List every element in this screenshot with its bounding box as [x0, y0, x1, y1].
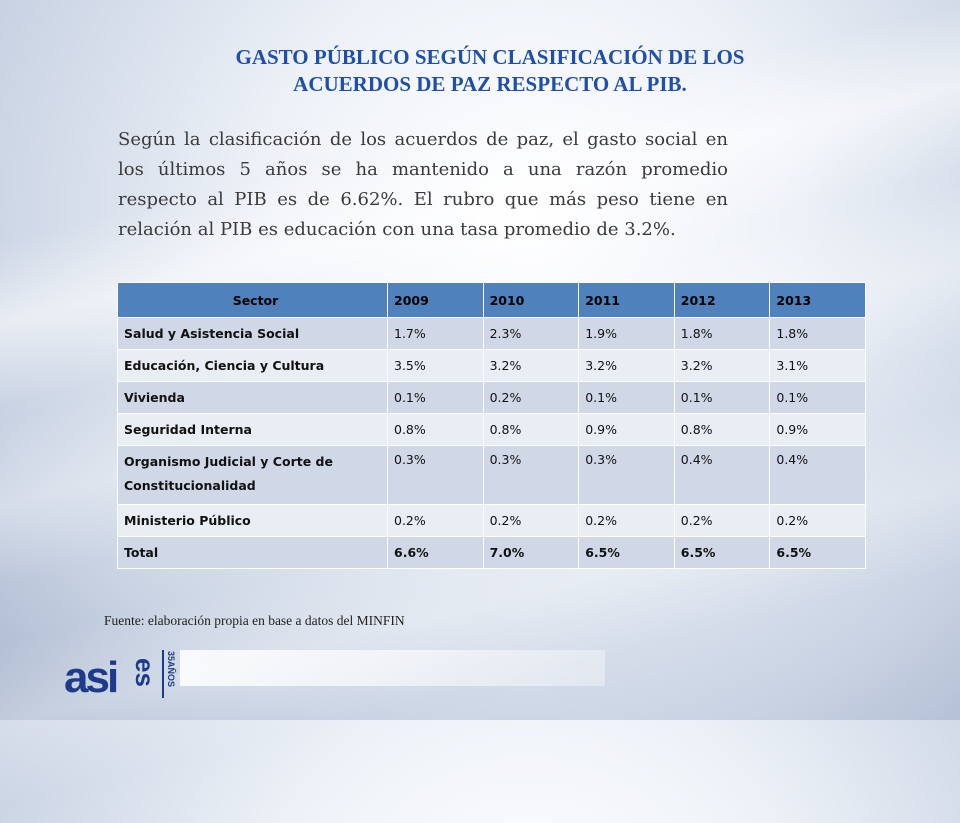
table-cell: 1.9% [578, 317, 675, 350]
svg-text:es: es [130, 658, 160, 687]
slide-title-line-1: GASTO PÚBLICO SEGÚN CLASIFICACIÓN DE LOS [235, 45, 745, 69]
table-cell: 0.1% [387, 381, 484, 414]
table-cell: 0.2% [769, 504, 866, 537]
header-2010: 2010 [482, 282, 580, 318]
row-label: Seguridad Interna [117, 413, 388, 446]
table-cell: 0.1% [769, 381, 866, 414]
table-row: Organismo Judicial y Corte de Constituci… [117, 445, 866, 505]
table-cell: 0.2% [482, 504, 580, 537]
header-2013: 2013 [769, 282, 866, 318]
table-row: Seguridad Interna 0.8% 0.8% 0.9% 0.8% 0.… [117, 413, 866, 446]
row-label: Salud y Asistencia Social [117, 317, 388, 350]
row-label: Total [117, 536, 388, 569]
table-header-row: Sector 2009 2010 2011 2012 2013 [117, 282, 866, 318]
table-cell: 0.2% [673, 504, 771, 537]
header-2011: 2011 [578, 282, 675, 318]
table-cell: 0.9% [578, 413, 675, 446]
table-cell: 1.8% [673, 317, 771, 350]
table-cell: 0.3% [482, 445, 580, 505]
table-row: Ministerio Público 0.2% 0.2% 0.2% 0.2% 0… [117, 504, 866, 537]
table-row: Salud y Asistencia Social 1.7% 2.3% 1.9%… [117, 317, 866, 350]
table-cell: 0.4% [769, 445, 866, 505]
row-label: Educación, Ciencia y Cultura [117, 349, 388, 382]
header-2009: 2009 [387, 282, 484, 318]
svg-text:35AÑOS: 35AÑOS [166, 651, 176, 687]
table-cell: 0.4% [673, 445, 771, 505]
table-cell: 3.5% [387, 349, 484, 382]
table-cell: 0.8% [387, 413, 484, 446]
table-cell: 1.7% [387, 317, 484, 350]
row-label: Vivienda [117, 381, 388, 414]
table-cell: 0.1% [673, 381, 771, 414]
table-cell: 3.2% [482, 349, 580, 382]
table-cell: 0.1% [578, 381, 675, 414]
header-2012: 2012 [673, 282, 771, 318]
asies-logo: asi es 35AÑOS [64, 650, 176, 700]
row-label: Ministerio Público [117, 504, 388, 537]
table-cell: 0.8% [673, 413, 771, 446]
source-note: Fuente: elaboración propia en base a dat… [104, 613, 405, 628]
table-cell: 3.2% [578, 349, 675, 382]
table-cell: 0.9% [769, 413, 866, 446]
table-cell: 0.3% [387, 445, 484, 505]
table-cell: 0.8% [482, 413, 580, 446]
table-row: Vivienda 0.1% 0.2% 0.1% 0.1% 0.1% [117, 381, 866, 414]
table-cell: 2.3% [482, 317, 580, 350]
spending-table: Sector 2009 2010 2011 2012 2013 Salud y … [117, 282, 866, 569]
table-cell: 1.8% [769, 317, 866, 350]
table-row: Educación, Ciencia y Cultura 3.5% 3.2% 3… [117, 349, 866, 382]
svg-text:asi: asi [64, 653, 117, 700]
table-cell: 7.0% [482, 536, 580, 569]
row-label: Organismo Judicial y Corte de Constituci… [117, 445, 388, 505]
header-sector: Sector [117, 282, 388, 318]
table-cell: 6.5% [578, 536, 675, 569]
table-cell: 0.2% [578, 504, 675, 537]
logo-bar [180, 650, 605, 686]
table-cell: 6.5% [769, 536, 866, 569]
slide-title: GASTO PÚBLICO SEGÚN CLASIFICACIÓN DE LOS… [80, 44, 900, 98]
table-cell: 6.6% [387, 536, 484, 569]
slide-title-line-2: ACUERDOS DE PAZ RESPECTO AL PIB. [293, 72, 687, 96]
table-cell: 3.1% [769, 349, 866, 382]
table-row-total: Total 6.6% 7.0% 6.5% 6.5% 6.5% [117, 536, 866, 569]
table-cell: 0.2% [482, 381, 580, 414]
table-cell: 0.3% [578, 445, 675, 505]
table-cell: 6.5% [673, 536, 771, 569]
table-cell: 3.2% [673, 349, 771, 382]
table-cell: 0.2% [387, 504, 484, 537]
summary-paragraph: Según la clasificación de los acuerdos d… [118, 129, 728, 240]
